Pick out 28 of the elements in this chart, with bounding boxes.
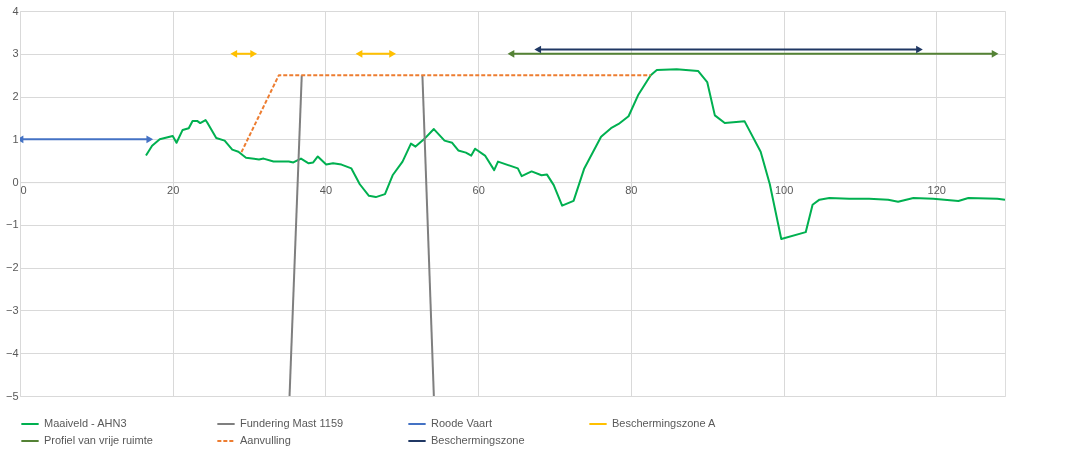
y-tick-label: 4 [12,4,19,17]
x-tick-label: 80 [625,183,638,196]
legend-label: Beschermingszone [431,434,525,446]
point [230,49,238,58]
legend-label: Aanvulling [240,434,291,446]
y-tick-label: 3 [12,47,19,60]
x-tick-label: 120 [927,183,946,196]
legend-label: Roode Vaart [431,417,492,429]
legend-label: Fundering Mast 1159 [240,417,344,429]
x-tick-label: 60 [472,183,485,196]
line-series [144,68,1005,241]
y-tick-label: −2 [5,261,19,274]
legend-label: Profiel van vrije ruimte [44,434,153,446]
legend-label: Maaiveld - AHN3 [44,417,127,429]
point [250,49,258,58]
y-tick-label: 1 [12,132,19,145]
y-tick-label: 0 [12,175,19,188]
y-tick-label: −4 [5,346,19,359]
y-tick-label: −3 [5,303,19,316]
x-tick-label: 20 [167,183,180,196]
point [389,49,396,58]
x-tick-label: 40 [319,183,333,196]
x-tick-label: 0 [20,183,27,196]
y-tick-label: −1 [5,218,19,231]
legend-label: Beschermingszone A [612,417,716,429]
x-tick-label: 100 [774,183,794,196]
y-tick-label: 2 [12,90,19,103]
y-tick-label: −5 [5,389,19,402]
